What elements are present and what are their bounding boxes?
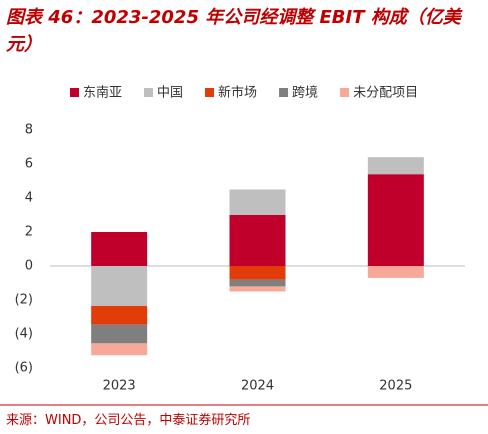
y-tick-label: 0 xyxy=(25,259,33,274)
legend-swatch xyxy=(205,88,215,97)
y-tick-label: (2) xyxy=(15,293,33,308)
y-tick-label: 2 xyxy=(25,225,33,240)
x-tick-label: 2024 xyxy=(241,379,274,394)
bar-segment xyxy=(229,286,286,292)
y-tick-label: 6 xyxy=(25,157,33,172)
legend-swatch xyxy=(144,88,154,97)
x-tick-label: 2025 xyxy=(379,379,412,394)
bar-segment xyxy=(229,266,286,280)
bar-segment xyxy=(367,266,424,278)
legend-label: 中国 xyxy=(157,86,183,101)
bar-segment xyxy=(229,279,286,287)
bar-segment xyxy=(367,157,424,175)
source-note: 来源：WIND，公司公告，中泰证券研究所 xyxy=(6,413,251,428)
legend-label: 新市场 xyxy=(218,85,257,101)
x-tick-label: 2023 xyxy=(103,379,136,394)
y-tick-label: (4) xyxy=(15,327,33,342)
bar-segment xyxy=(91,266,148,306)
y-tick-label: (6) xyxy=(15,361,33,376)
legend-label: 跨境 xyxy=(292,86,318,101)
legend-swatch xyxy=(340,88,350,97)
legend-label: 未分配项目 xyxy=(353,86,418,101)
bar-segment xyxy=(91,232,148,266)
bar-segment xyxy=(367,174,424,266)
legend-swatch xyxy=(279,88,289,97)
bar-segment xyxy=(229,189,286,215)
bar-segment xyxy=(229,215,286,266)
bar-segment xyxy=(91,305,148,325)
bar-segment xyxy=(91,324,148,344)
legend-swatch xyxy=(70,88,79,97)
y-tick-label: 4 xyxy=(25,191,33,206)
legend-label: 东南亚 xyxy=(83,85,122,101)
y-tick-label: 8 xyxy=(25,123,33,138)
bar-segment xyxy=(91,343,148,356)
chart-title: 图表 46：2023-2025 年公司经调整 EBIT 构成（亿美元） xyxy=(6,7,461,55)
